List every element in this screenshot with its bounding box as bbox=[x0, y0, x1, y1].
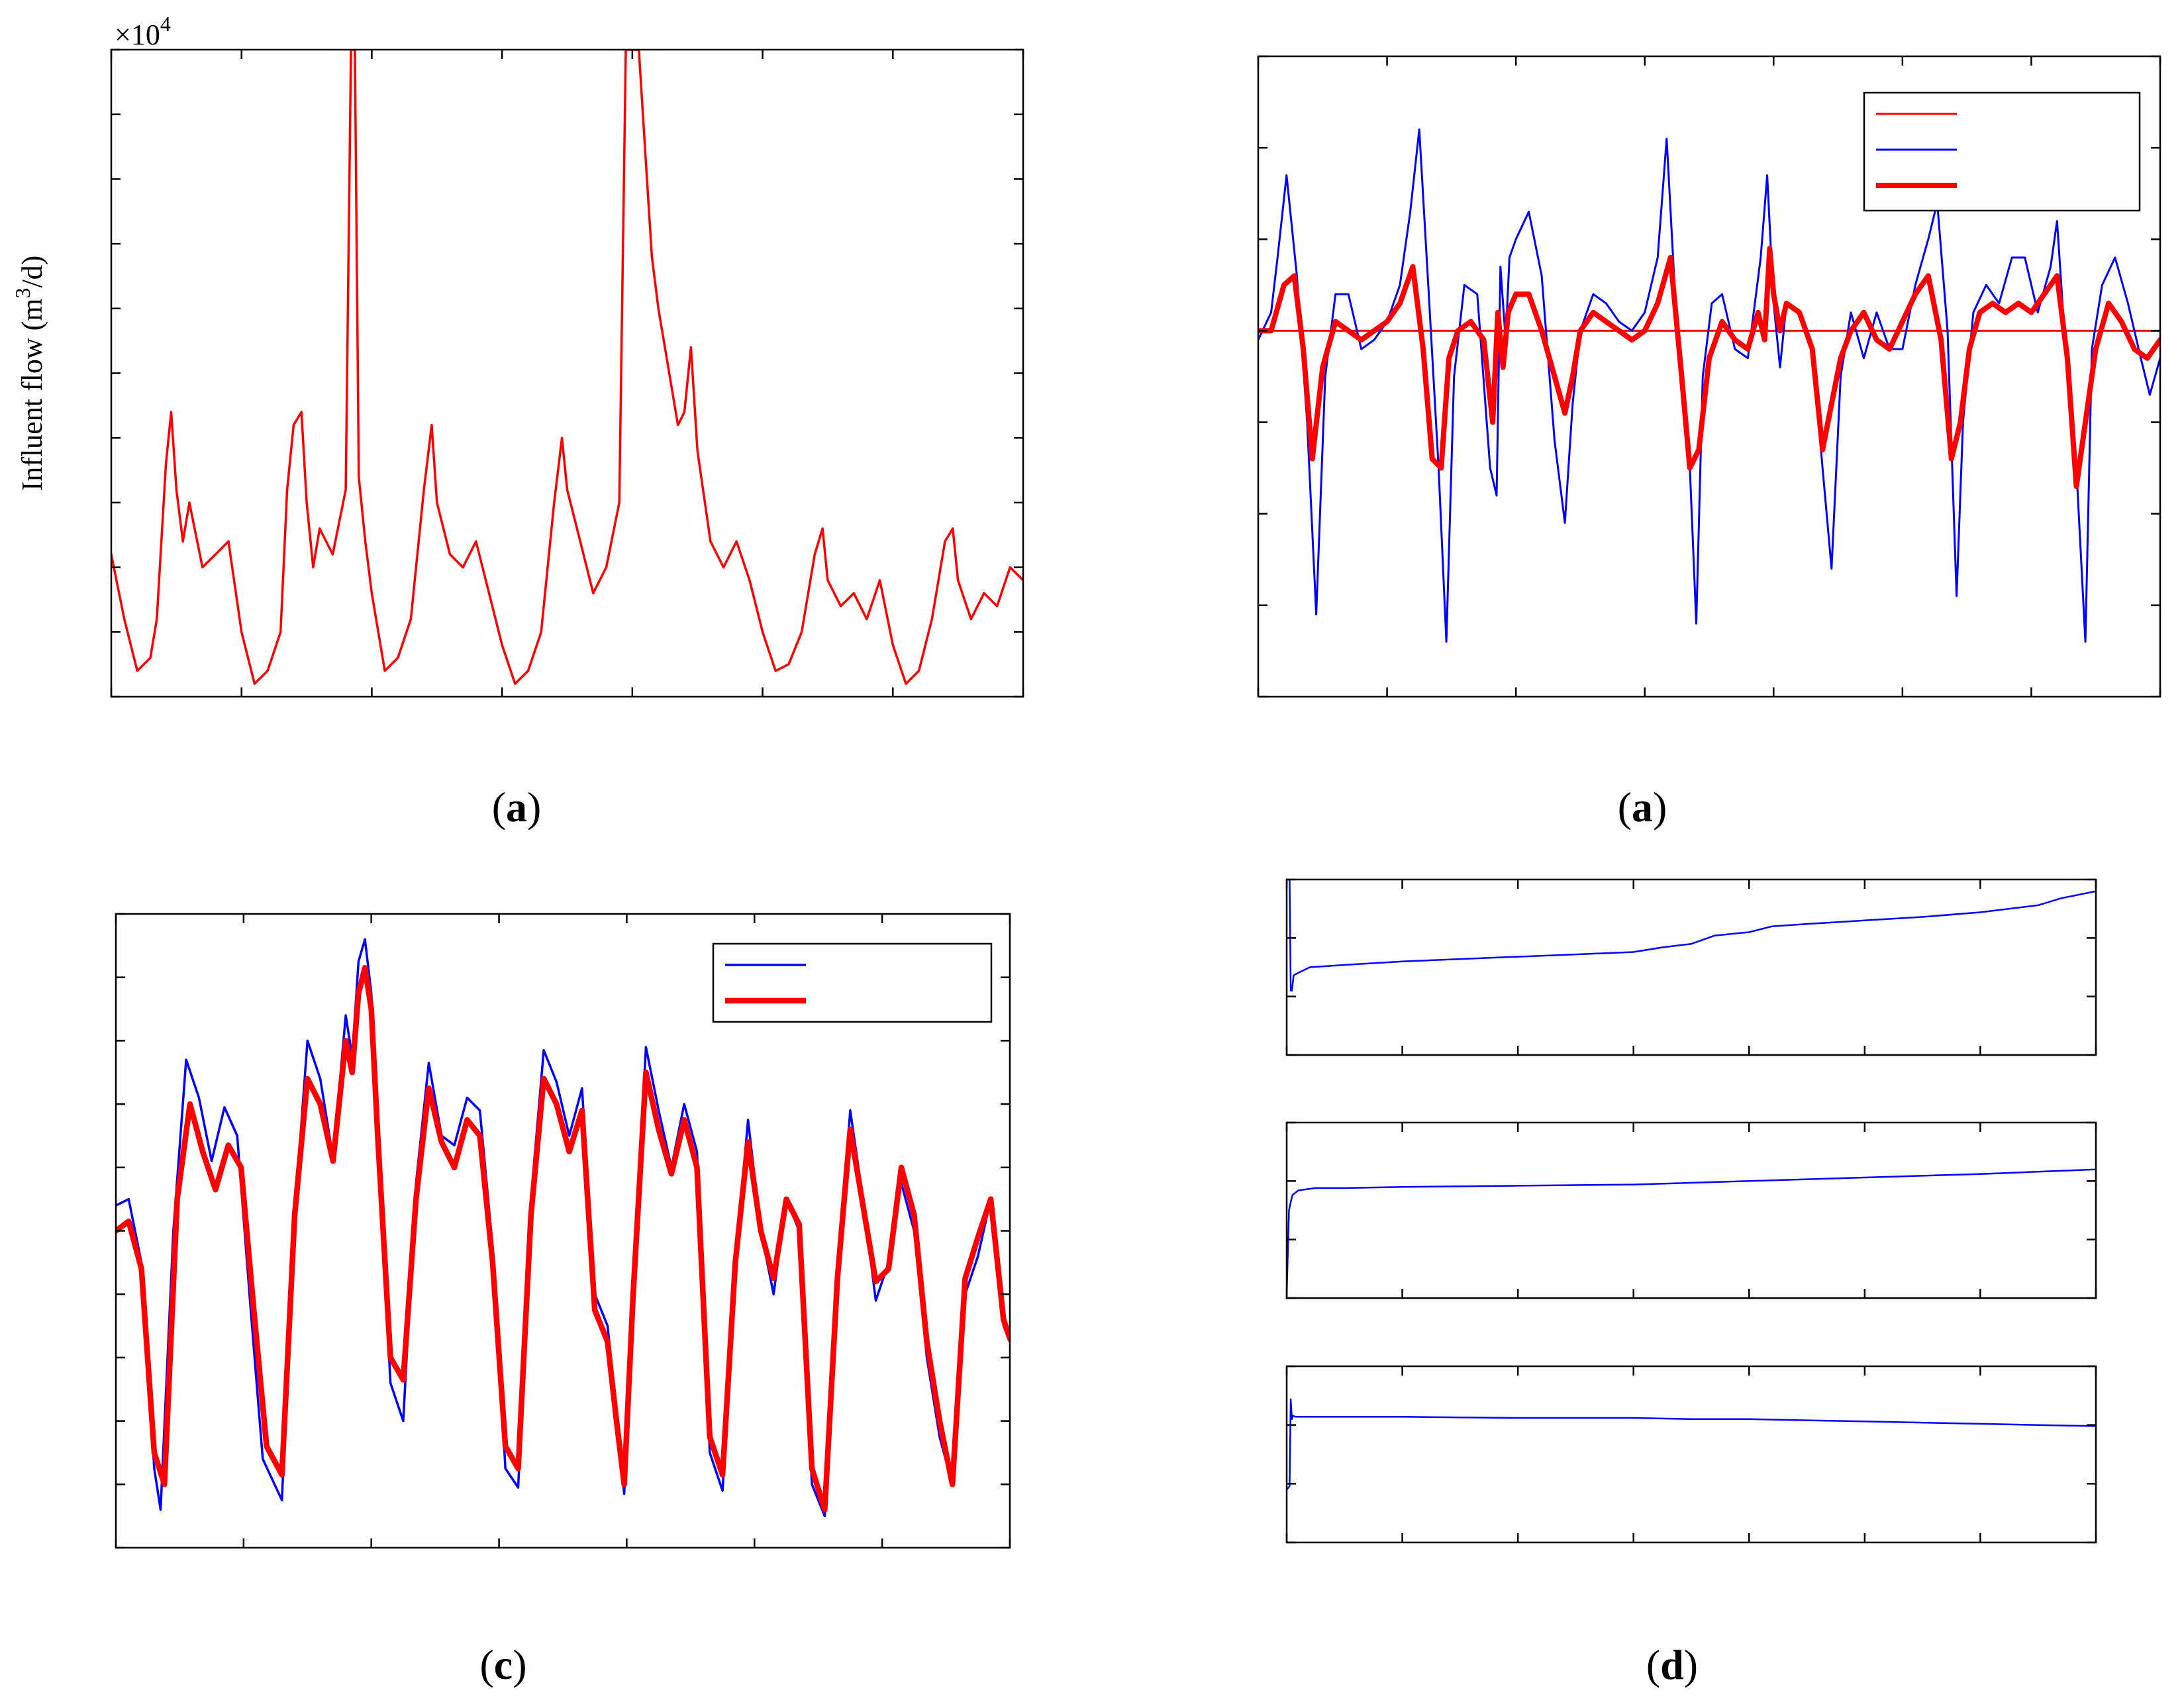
series-line-ki bbox=[1287, 1168, 2096, 1295]
series-group bbox=[111, 50, 1023, 685]
figure-caption: (a) bbox=[492, 783, 542, 830]
series-line-kd bbox=[1287, 1398, 2096, 1491]
y-axis-label-superscript: 3 bbox=[11, 288, 34, 299]
plot-frame bbox=[1285, 1365, 2097, 1544]
plot-frame bbox=[110, 48, 1024, 698]
series-line-pid bbox=[1258, 128, 2160, 643]
series-group bbox=[1287, 879, 2096, 992]
series-line-rbfnnpid bbox=[116, 965, 1010, 1513]
series-group bbox=[1258, 128, 2160, 643]
series-group bbox=[1287, 1168, 2096, 1295]
series-line-pid bbox=[116, 938, 1010, 1517]
caption-letter: a bbox=[1632, 783, 1653, 830]
chart-d_kp: (d) bbox=[1285, 878, 2097, 1688]
plot-frame bbox=[1285, 1121, 2097, 1299]
series-line-influent-flow bbox=[111, 50, 1023, 685]
y-axis-label-part: /d) bbox=[16, 256, 48, 288]
chart-d_kd bbox=[1285, 1365, 2097, 1544]
series-group bbox=[1287, 1398, 2096, 1491]
caption-paren: ) bbox=[1684, 1641, 1698, 1688]
caption-paren: ( bbox=[479, 1641, 493, 1688]
legend-box bbox=[712, 942, 993, 1023]
caption-paren: ( bbox=[1618, 783, 1632, 830]
legend-box bbox=[1863, 91, 2141, 212]
chart-d_ki bbox=[1285, 1121, 2097, 1299]
y-axis-label: Influent flow (m3/d) bbox=[11, 256, 48, 491]
figure-caption: (d) bbox=[1646, 1641, 1698, 1688]
plot-frame bbox=[1285, 878, 2097, 1056]
caption-letter: a bbox=[506, 783, 527, 830]
chart-a2: (a) bbox=[1257, 55, 2161, 830]
figure-caption: (a) bbox=[1618, 783, 1667, 830]
y-axis-label-part: Influent flow (m bbox=[16, 299, 48, 491]
caption-paren: ( bbox=[1646, 1641, 1660, 1688]
series-line-kp bbox=[1287, 879, 2096, 992]
chart-c: (c) bbox=[115, 913, 1011, 1688]
caption-paren: ) bbox=[527, 783, 541, 830]
figure-caption: (c) bbox=[479, 1641, 526, 1688]
chart-a1: Influent flow (m3/d) ×104 (a) bbox=[11, 12, 1024, 830]
caption-paren: ) bbox=[513, 1641, 526, 1688]
caption-letter: d bbox=[1660, 1641, 1684, 1688]
axis-exponent-label: ×104 bbox=[115, 12, 171, 51]
caption-letter: c bbox=[494, 1641, 513, 1688]
caption-paren: ) bbox=[1653, 783, 1667, 830]
series-line-rbfnnpid bbox=[1258, 246, 2160, 489]
exponent-base: ×10 bbox=[115, 19, 160, 51]
caption-paren: ( bbox=[492, 783, 506, 830]
exponent-power: 4 bbox=[160, 12, 171, 36]
series-group bbox=[116, 938, 1010, 1517]
plot-frame bbox=[1257, 55, 2161, 698]
